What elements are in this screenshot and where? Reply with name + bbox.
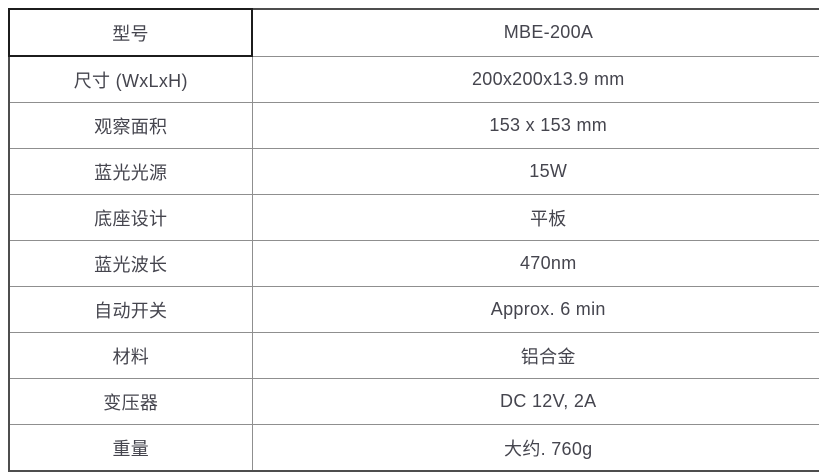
spec-label-cell: 蓝光波长	[8, 240, 253, 287]
spec-label-cell: 自动开关	[8, 286, 253, 333]
table-row: 底座设计 平板	[8, 194, 819, 241]
spec-label-cell: 变压器	[8, 378, 253, 425]
table-row: 蓝光光源 15W	[8, 148, 819, 195]
spec-value-cell: 15W	[251, 148, 819, 195]
table-row: 型号 MBE-200A	[8, 8, 819, 57]
table-row: 蓝光波长 470nm	[8, 240, 819, 287]
spec-value-cell: 平板	[251, 194, 819, 241]
spec-value-cell: 153 x 153 mm	[251, 102, 819, 149]
table-row: 尺寸 (WxLxH) 200x200x13.9 mm	[8, 55, 819, 103]
spec-table-body: 型号 MBE-200A 尺寸 (WxLxH) 200x200x13.9 mm 观察面积 1…	[8, 8, 819, 472]
table-row: 观察面积 153 x 153 mm	[8, 102, 819, 149]
table-row: 材料 铝合金	[8, 332, 819, 379]
spec-label-cell: 观察面积	[8, 102, 253, 149]
spec-value-cell: 大约. 760g	[251, 424, 819, 472]
spec-value-cell: 铝合金	[251, 332, 819, 379]
spec-value-cell: 470nm	[251, 240, 819, 287]
table-row: 自动开关 Approx. 6 min	[8, 286, 819, 333]
table-row: 重量 大约. 760g	[8, 424, 819, 472]
spec-label-cell: 材料	[8, 332, 253, 379]
spec-label-cell: 尺寸 (WxLxH)	[8, 55, 253, 103]
spec-label-cell: 蓝光光源	[8, 148, 253, 195]
spec-value-cell: DC 12V, 2A	[251, 378, 819, 425]
spec-label-cell: 型号	[8, 8, 253, 57]
spec-label-cell: 重量	[8, 424, 253, 472]
spec-label-cell: 底座设计	[8, 194, 253, 241]
spec-value-cell: Approx. 6 min	[251, 286, 819, 333]
spec-value-cell: MBE-200A	[251, 8, 819, 57]
spec-value-cell: 200x200x13.9 mm	[251, 55, 819, 103]
table-row: 变压器 DC 12V, 2A	[8, 378, 819, 425]
product-spec-table: 型号 MBE-200A 尺寸 (WxLxH) 200x200x13.9 mm 观察面积 1…	[8, 8, 819, 472]
